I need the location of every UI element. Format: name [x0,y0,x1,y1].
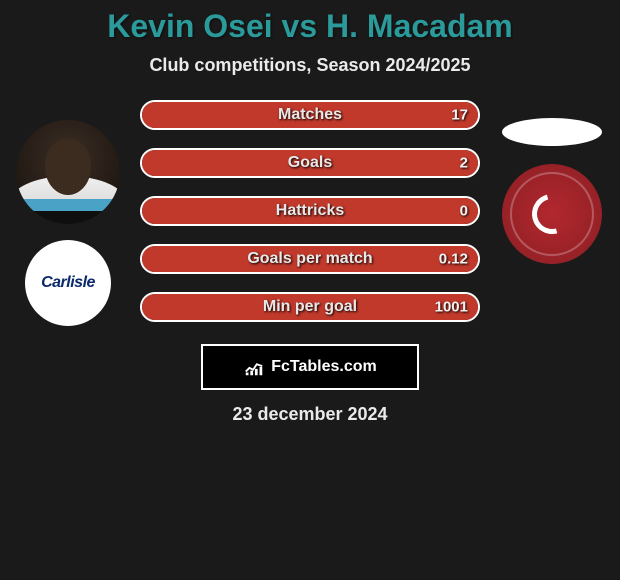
stat-label: Hattricks [276,202,344,220]
stat-row: Hattricks 0 [140,196,480,226]
date-text: 23 december 2024 [0,404,620,425]
left-club-badge: Carlisle [25,240,111,326]
stat-label: Goals [288,154,332,172]
stat-label: Min per goal [263,298,357,316]
stat-value-right: 2 [460,155,468,172]
attribution-text: FcTables.com [271,358,377,376]
left-player-column: Carlisle [8,100,128,326]
stat-value-right: 17 [451,107,468,124]
stat-value-right: 0.12 [439,251,468,268]
stat-label: Goals per match [247,250,372,268]
stat-value-right: 0 [460,203,468,220]
stat-row: Goals per match 0.12 [140,244,480,274]
right-player-column [492,100,612,264]
left-club-badge-text: Carlisle [41,274,95,292]
stats-list: Matches 17 Goals 2 Hattricks 0 Goals per match… [140,100,480,322]
stat-row: Matches 17 [140,100,480,130]
comparison-area: Carlisle Matches 17 Goals 2 Hattricks 0 Goals … [0,100,620,322]
left-player-face-shape [45,139,91,195]
fctables-icon [243,356,265,378]
stat-label: Matches [278,106,342,124]
page-title: Kevin Osei vs H. Macadam [0,0,620,45]
left-player-photo [16,120,120,224]
stat-row: Goals 2 [140,148,480,178]
right-club-badge [502,164,602,264]
subtitle: Club competitions, Season 2024/2025 [0,55,620,76]
stat-row: Min per goal 1001 [140,292,480,322]
right-player-placeholder-oval [502,118,602,146]
attribution-box: FcTables.com [201,344,419,390]
stat-value-right: 1001 [435,299,468,316]
